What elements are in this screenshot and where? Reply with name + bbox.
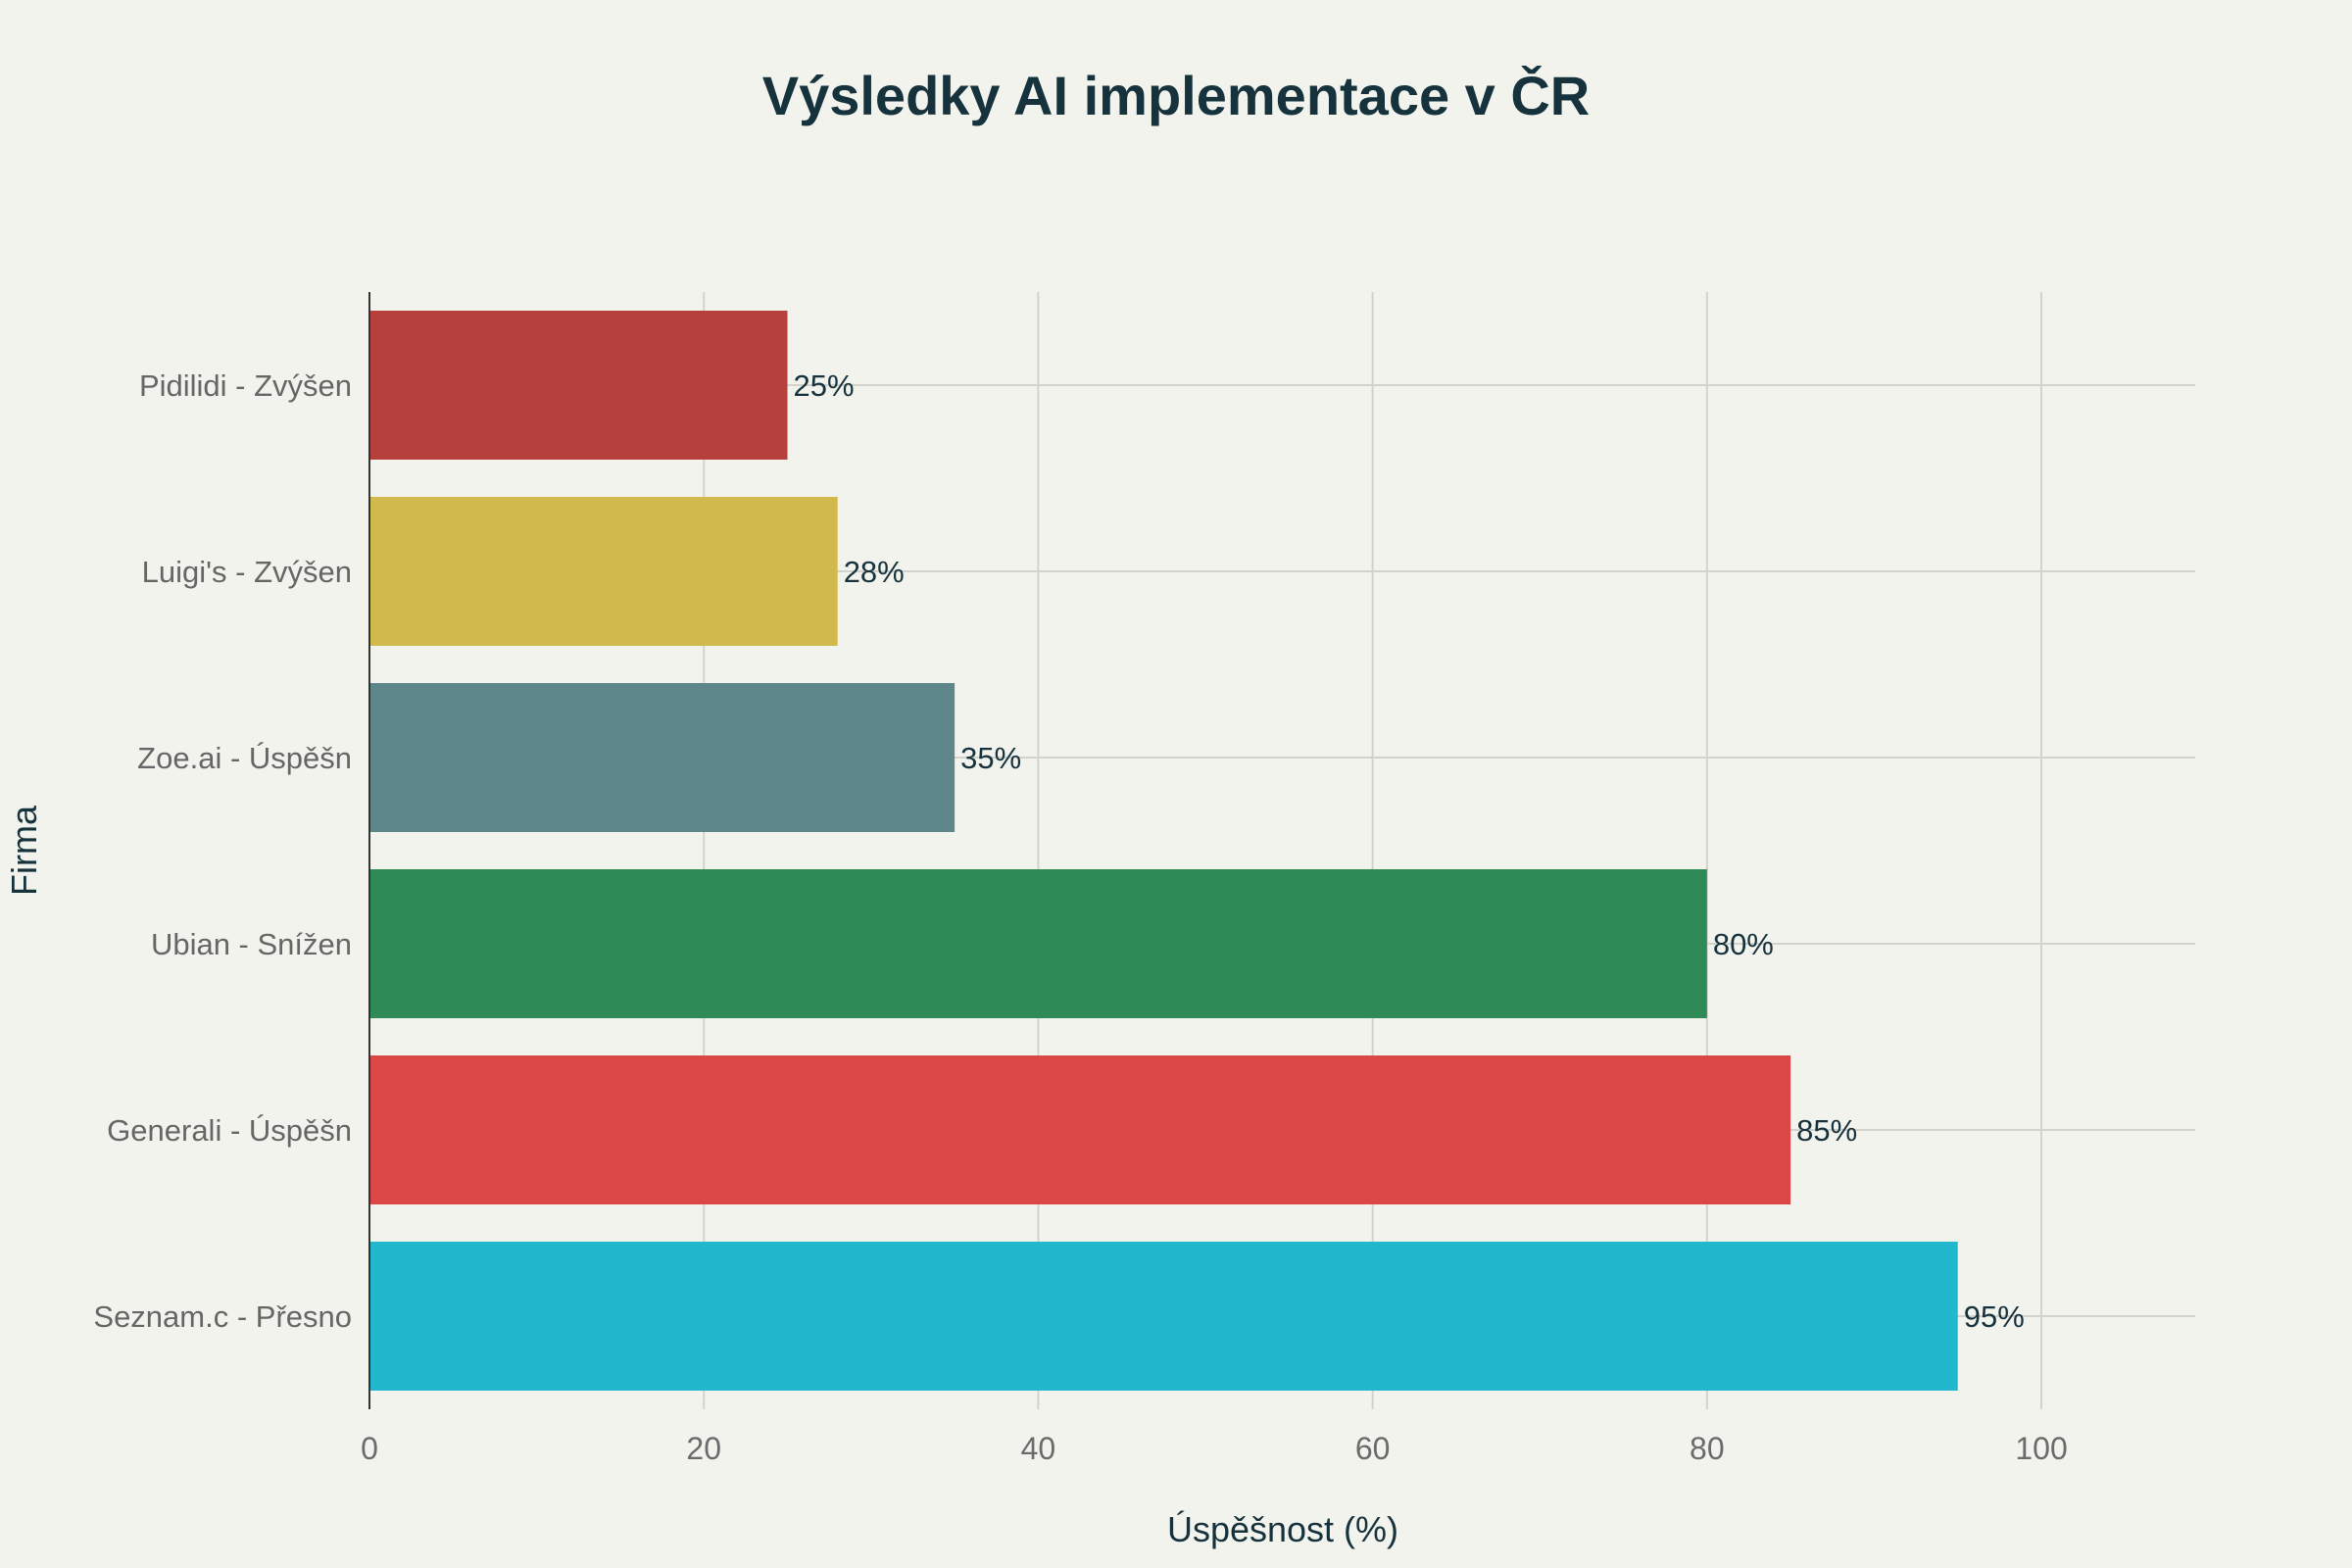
y-tick-label: Zoe.ai - Úspěšn — [137, 741, 352, 775]
x-tick-label: 40 — [1021, 1431, 1056, 1466]
x-tick-label: 100 — [2015, 1431, 2067, 1466]
y-tick-label: Pidilidi - Zvýšen — [139, 368, 352, 403]
x-tick-label: 80 — [1690, 1431, 1725, 1466]
data-label: 80% — [1713, 927, 1774, 961]
x-tick-label: 60 — [1355, 1431, 1391, 1466]
y-tick-label: Luigi's - Zvýšen — [142, 555, 352, 589]
data-label: 25% — [794, 368, 855, 403]
data-label: 35% — [960, 741, 1021, 775]
data-label: 28% — [844, 555, 905, 589]
data-label: 85% — [1796, 1113, 1857, 1148]
y-tick-labels: Pidilidi - Zvýšen Luigi's - Zvýšen Zoe.ai … — [93, 368, 352, 1334]
bar[interactable] — [369, 1055, 1791, 1204]
data-label: 95% — [1964, 1299, 2025, 1334]
y-tick-label: Seznam.c - Přesno — [93, 1299, 352, 1334]
bar[interactable] — [369, 869, 1707, 1018]
x-axis-title: Úspěšnost (%) — [1167, 1509, 1398, 1549]
bar[interactable] — [369, 683, 956, 832]
bar[interactable] — [369, 1242, 1958, 1391]
y-axis-title: Firma — [4, 805, 44, 896]
chart-title: Výsledky AI implementace v ČR — [762, 65, 1591, 126]
bar[interactable] — [369, 497, 838, 646]
x-tick-label: 0 — [361, 1431, 378, 1466]
x-tick-label: 20 — [686, 1431, 721, 1466]
y-tick-label: Ubian - Snížen — [151, 927, 352, 961]
y-tick-label: Generali - Úspěšn — [107, 1113, 352, 1148]
data-labels: 25% 28% 35% 80% 85% 95% — [794, 368, 2025, 1334]
bar[interactable] — [369, 311, 788, 460]
x-tick-labels: 0 20 40 60 80 100 — [361, 1431, 2068, 1466]
bars — [369, 311, 1958, 1391]
